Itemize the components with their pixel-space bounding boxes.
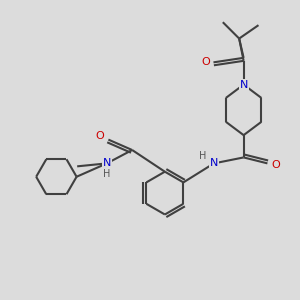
- Text: N: N: [239, 80, 248, 90]
- Text: O: O: [96, 131, 104, 141]
- Text: N: N: [103, 158, 111, 168]
- Text: O: O: [271, 160, 280, 170]
- Text: O: O: [201, 57, 210, 67]
- Text: H: H: [199, 151, 206, 161]
- Text: N: N: [210, 158, 218, 168]
- Text: H: H: [103, 169, 110, 179]
